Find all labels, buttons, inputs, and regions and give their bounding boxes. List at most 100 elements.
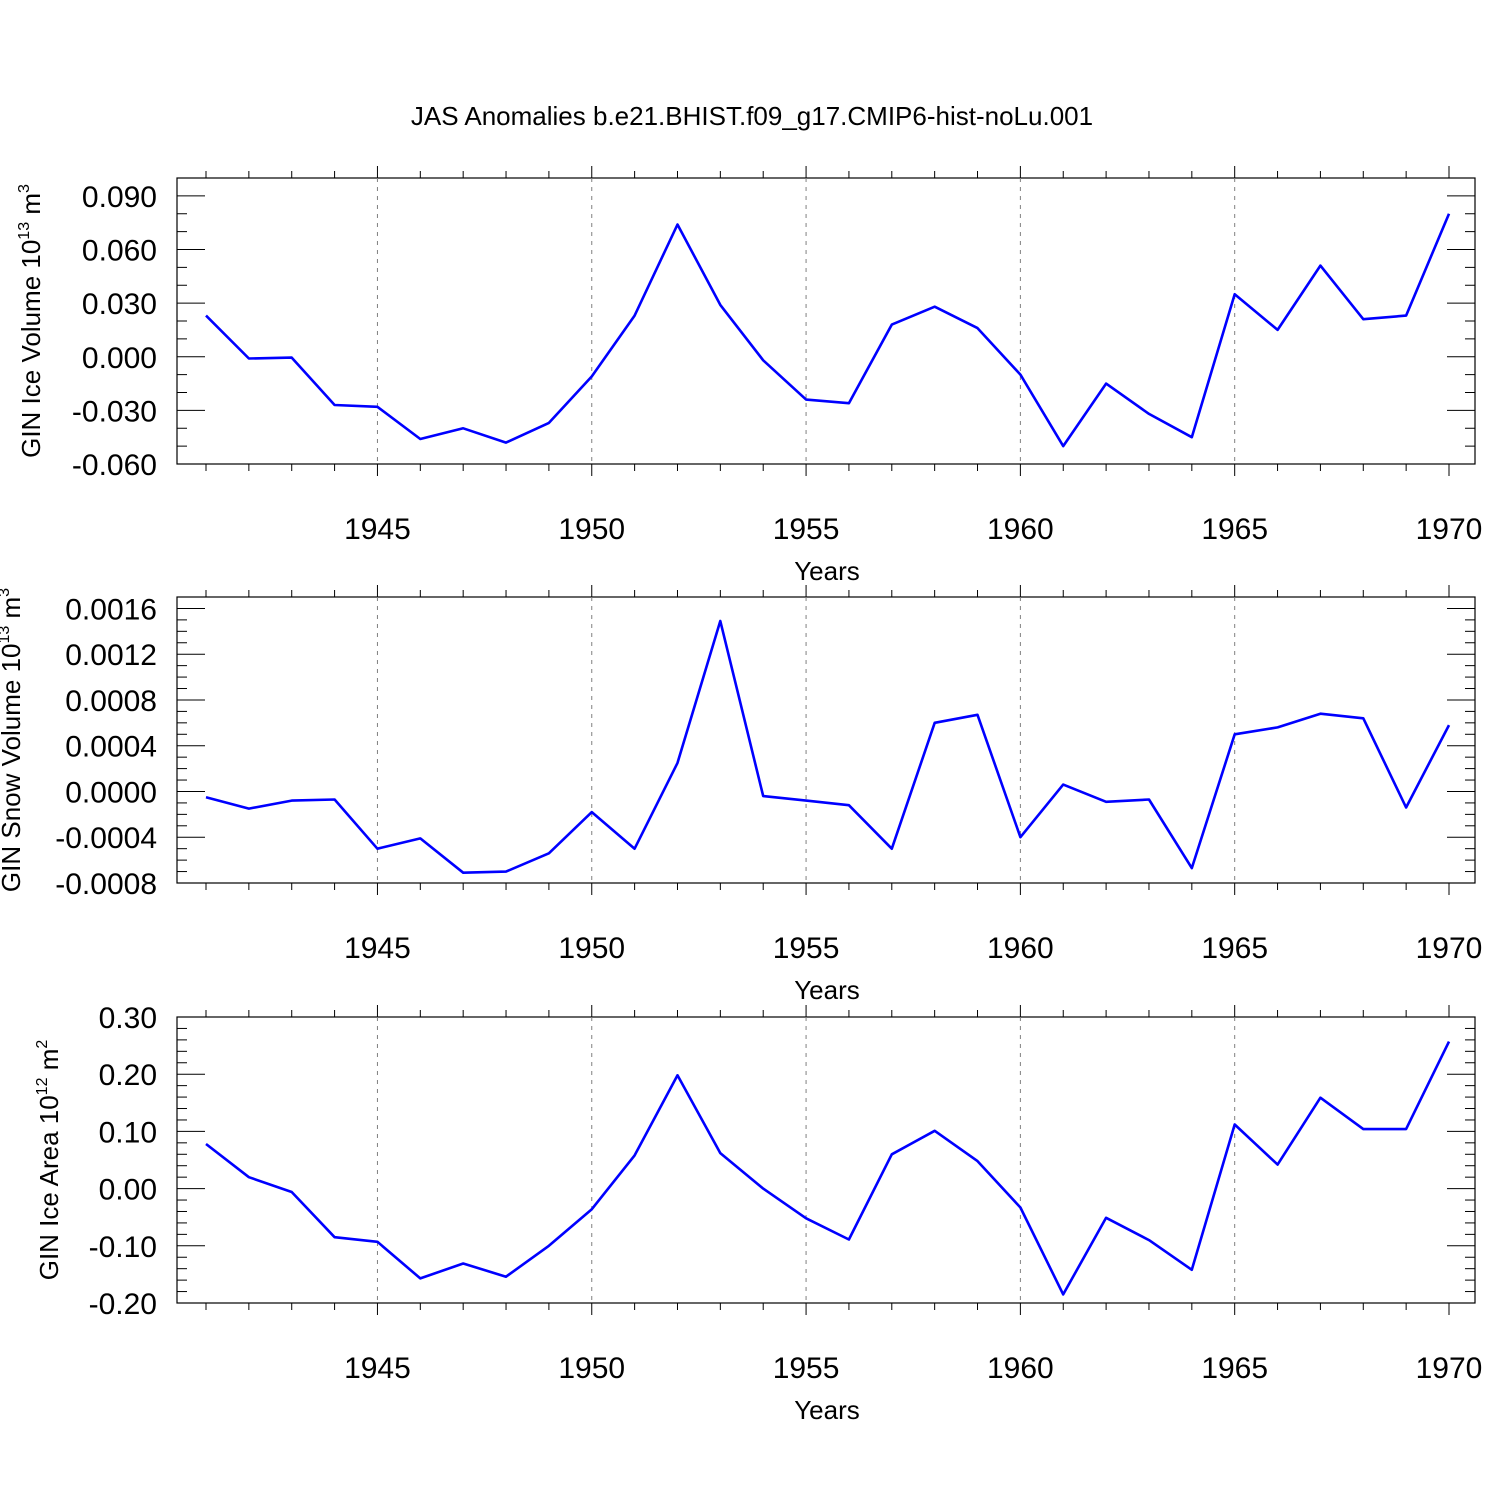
data-point (1361, 317, 1365, 321)
data-point (333, 797, 337, 801)
data-point (804, 398, 808, 402)
data-point (1318, 712, 1322, 716)
data-point (847, 1238, 851, 1242)
data-point (1104, 1216, 1108, 1220)
data-point (547, 851, 551, 855)
data-point (204, 314, 208, 318)
panel-snow-volume: -0.0008 -0.0004 0.0000 0.0004 0.0008 0.0012 0.… (0, 585, 1482, 1005)
data-point (675, 222, 679, 226)
data-point (1147, 1238, 1151, 1242)
data-point (418, 437, 422, 441)
x-tick-label: 1950 (558, 513, 625, 546)
series-line (205, 1041, 1451, 1296)
data-point (1190, 866, 1194, 870)
x-tick-label: 1945 (344, 1352, 411, 1385)
plot-frame (176, 1016, 1476, 1304)
y-axis-label-unit: m (34, 1049, 64, 1078)
y-tick-label: 0.030 (82, 288, 157, 321)
y-tick-label: 0.20 (99, 1059, 157, 1092)
data-point (675, 1073, 679, 1077)
data-point (418, 1276, 422, 1280)
data-point (590, 810, 594, 814)
y-axis-label-unit-exponent: 2 (34, 1040, 51, 1049)
data-point (1018, 835, 1022, 839)
data-point (1018, 373, 1022, 377)
series-line (205, 619, 1451, 875)
data-point (933, 305, 937, 309)
x-tick-label: 1960 (987, 932, 1054, 965)
x-tick-label: 1950 (558, 932, 625, 965)
x-tick-label: 1960 (987, 513, 1054, 546)
data-point (633, 314, 637, 318)
data-point (204, 795, 208, 799)
data-point (333, 1235, 337, 1239)
y-axis-label-exponent: 13 (16, 222, 33, 240)
panels: -0.060 -0.030 0.000 0.030 0.060 0.090 1945 1950… (0, 166, 1482, 1425)
data-point (933, 721, 937, 725)
x-tick-label: 1970 (1416, 1352, 1483, 1385)
data-point (590, 374, 594, 378)
y-tick-label: 0.060 (82, 235, 157, 268)
data-point (847, 803, 851, 807)
y-tick-label: 0.0000 (65, 776, 157, 809)
figure-title: JAS Anomalies b.e21.BHIST.f09_g17.CMIP6-… (411, 101, 1093, 131)
data-point (1276, 328, 1280, 332)
data-point (761, 1187, 765, 1191)
data-point (1061, 444, 1065, 448)
data-point (1018, 1205, 1022, 1209)
x-tick-label: 1955 (773, 932, 840, 965)
data-point (1190, 1268, 1194, 1272)
data-point (1233, 732, 1237, 736)
series-line (205, 213, 1451, 448)
data-point (1147, 797, 1151, 801)
data-point (1318, 1096, 1322, 1100)
y-axis-label-main: GIN Snow Volume 10 (0, 644, 26, 893)
data-point (1447, 723, 1451, 727)
panel-ice-area: -0.20 -0.10 0.00 0.10 0.20 0.30 1945 1950 1955 19… (34, 1002, 1482, 1425)
data-point (1233, 1123, 1237, 1127)
x-tick-label: 1970 (1416, 513, 1483, 546)
data-point (461, 1262, 465, 1266)
x-axis-label: Years (794, 975, 860, 1005)
data-point (1104, 800, 1108, 804)
data-point (1318, 264, 1322, 268)
y-tick-label: 0.0012 (65, 639, 157, 672)
y-axis-label-unit-exponent: 3 (0, 588, 13, 597)
data-point (804, 1216, 808, 1220)
y-tick-label: -0.0008 (55, 868, 157, 901)
y-axis-label-exponent: 13 (0, 626, 13, 644)
data-point (804, 799, 808, 803)
x-tick-label: 1965 (1201, 932, 1268, 965)
data-point (633, 1153, 637, 1157)
data-point (461, 871, 465, 875)
y-axis-label: GIN Ice Area 1012 m2 (34, 1040, 64, 1281)
data-point (375, 405, 379, 409)
data-point (976, 713, 980, 717)
x-tick-label: 1965 (1201, 513, 1268, 546)
x-tick-label: 1970 (1416, 932, 1483, 965)
x-axis-label: Years (794, 556, 860, 586)
x-tick-label: 1965 (1201, 1352, 1268, 1385)
data-point (375, 847, 379, 851)
data-point (461, 426, 465, 430)
data-point (976, 326, 980, 330)
y-tick-label: -0.0004 (55, 822, 157, 855)
y-tick-label: -0.060 (72, 449, 157, 482)
data-point (718, 619, 722, 623)
y-tick-label: 0.000 (82, 342, 157, 375)
data-point (1404, 1127, 1408, 1131)
x-tick-label: 1955 (773, 513, 840, 546)
y-axis-label-main: GIN Ice Volume 10 (16, 240, 46, 458)
data-point (1233, 292, 1237, 296)
data-point (976, 1159, 980, 1163)
y-tick-label: 0.0004 (65, 731, 157, 764)
y-axis-label-exponent: 12 (34, 1077, 51, 1095)
y-tick-label: -0.20 (89, 1288, 157, 1321)
panel-ice-volume: -0.060 -0.030 0.000 0.030 0.060 0.090 1945 1950… (16, 166, 1482, 586)
data-point (761, 358, 765, 362)
data-point (718, 1151, 722, 1155)
data-point (247, 807, 251, 811)
y-tick-label: 0.0008 (65, 685, 157, 718)
data-point (247, 1175, 251, 1179)
x-tick-label: 1950 (558, 1352, 625, 1385)
